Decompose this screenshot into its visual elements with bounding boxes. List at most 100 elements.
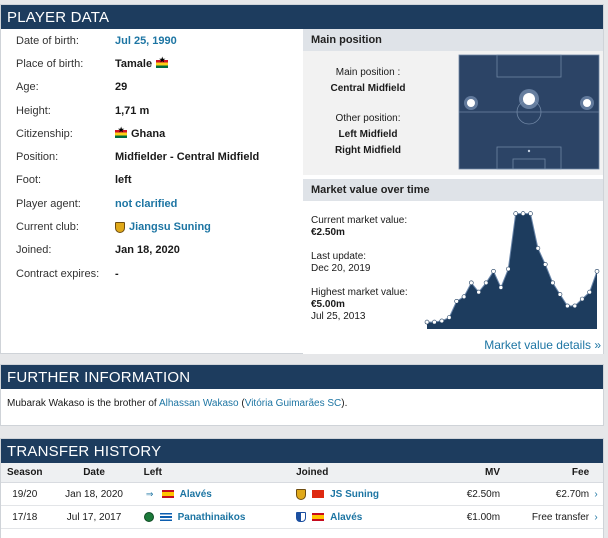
market-value-title: Market value over time (303, 179, 603, 201)
citizenship-value: Ghana (131, 127, 166, 140)
date-cell: Jan 18, 2020 (65, 488, 123, 500)
col-fee: Fee (571, 467, 590, 478)
spain-flag-icon (312, 513, 325, 521)
other-position-1: Left Midfield (338, 129, 398, 140)
position-value: Midfielder - Central Midfield (115, 151, 260, 164)
arrows-icon: ⇒ (145, 488, 154, 499)
chevron-right-icon[interactable]: › (594, 488, 598, 500)
main-position-dot (523, 93, 535, 105)
main-position-title: Main position (303, 29, 603, 51)
label: Player agent: (16, 197, 81, 210)
right-position-dot (583, 99, 591, 107)
joined-club-link[interactable]: Alavés (330, 511, 363, 523)
market-value-point[interactable] (520, 211, 526, 216)
left-club-link[interactable]: Panathinaikos (177, 511, 246, 523)
left-club-link[interactable]: Alavés (179, 488, 212, 500)
label: Joined: (16, 244, 52, 257)
main-position-value: Central Midfield (330, 83, 406, 94)
current-club-link[interactable]: Jiangsu Suning (129, 221, 211, 234)
market-value-point[interactable] (587, 289, 592, 295)
brother-club-link[interactable]: Vitória Guimarães SC (244, 398, 342, 409)
transfer-history-box: TRANSFER HISTORY Season Date Left Joined… (0, 438, 604, 538)
club-crest-icon (296, 488, 307, 500)
row-joined: Joined: Jan 18, 2020 (1, 239, 299, 262)
club-crest-icon (143, 512, 154, 522)
fee-cell: €2.70m (555, 488, 590, 500)
market-value-point[interactable] (579, 296, 585, 302)
row-date-of-birth: Date of birth: Jul 25, 1990 (1, 29, 299, 52)
market-value-point[interactable] (528, 211, 533, 216)
market-value-point[interactable] (498, 285, 504, 290)
other-position-2: Right Midfield (334, 145, 402, 156)
age-value: 29 (115, 81, 128, 94)
col-left: Left (143, 467, 162, 478)
market-value-point[interactable] (506, 266, 511, 272)
label: Place of birth: (16, 57, 84, 70)
market-value-point[interactable] (572, 303, 578, 309)
brother-link[interactable]: Alhassan Wakaso (158, 398, 239, 409)
ghana-flag-icon (115, 127, 127, 138)
table-row[interactable]: 17/18 Jul 17, 2017 Panathinaikos Alavés … (1, 506, 603, 529)
market-value-chart (424, 211, 600, 329)
spain-flag-icon (161, 490, 174, 498)
club-crest-icon (115, 221, 125, 233)
main-position-panel: Main position Main position : Central Mi… (303, 29, 603, 175)
label: Height: (16, 104, 51, 117)
player-data-table: Date of birth: Jul 25, 1990 Place of bir… (1, 29, 299, 285)
label: Contract expires: (16, 267, 100, 280)
market-value-point[interactable] (535, 245, 541, 251)
highest-mv-label: Highest market value: (311, 287, 408, 298)
player-data-box: PLAYER DATA Date of birth: Jul 25, 1990 … (0, 4, 604, 354)
row-foot: Foot: left (1, 169, 299, 192)
greece-flag-icon (159, 513, 172, 521)
mv-cell: €2.50m (466, 488, 501, 500)
col-season: Season (6, 467, 43, 478)
china-flag-icon (312, 490, 325, 498)
update-value: Dec 20, 2019 (311, 263, 371, 274)
market-value-point[interactable] (432, 319, 437, 325)
chevron-right-icon[interactable]: › (594, 511, 598, 523)
market-value-point[interactable] (491, 269, 496, 274)
club-crest-icon (296, 512, 307, 522)
other-position-label: Other position: (335, 113, 401, 124)
market-value-point[interactable] (543, 262, 548, 267)
market-value-point[interactable] (483, 280, 489, 286)
market-value-details-link[interactable]: Market value details » (484, 338, 601, 352)
market-value-point[interactable] (594, 269, 600, 274)
pitch-diagram (458, 54, 600, 170)
player-agent-link[interactable]: not clarified (115, 197, 178, 210)
update-label: Last update: (311, 251, 367, 262)
row-contract-expires: Contract expires: - (1, 262, 299, 285)
market-value-point[interactable] (550, 280, 555, 286)
label: Current club: (16, 221, 79, 234)
label: Foot: (16, 174, 42, 187)
market-value-point[interactable] (513, 211, 518, 216)
place-of-birth-value: Tamale (115, 57, 153, 70)
market-value-point[interactable] (446, 315, 452, 320)
left-position-dot (467, 99, 475, 107)
market-value-point[interactable] (424, 319, 430, 325)
market-value-point[interactable] (565, 303, 570, 309)
season-cell: 17/18 (12, 511, 38, 523)
row-current-club: Current club: Jiangsu Suning (1, 215, 299, 238)
main-position-label: Main position : (335, 67, 401, 78)
market-value-point[interactable] (476, 289, 482, 295)
highest-mv-value: €5.00m (311, 299, 345, 310)
market-value-point[interactable] (439, 318, 445, 324)
market-value-panel: Market value over time Current market va… (303, 179, 603, 354)
transfer-table-header: Season Date Left Joined MV Fee (1, 463, 603, 483)
table-row[interactable]: 19/20 Jan 18, 2020 ⇒ Alavés JS Suning €2… (1, 483, 603, 506)
joined-club-link[interactable]: JS Suning (330, 488, 379, 500)
market-value-point[interactable] (461, 294, 467, 299)
row-place-of-birth: Place of birth: Tamale (1, 52, 299, 75)
season-cell: 19/20 (12, 488, 38, 500)
date-cell: Jul 17, 2017 (66, 511, 122, 523)
market-value-point[interactable] (468, 280, 474, 286)
row-position: Position: Midfielder - Central Midfield (1, 145, 299, 168)
market-value-point[interactable] (454, 299, 459, 304)
label: Date of birth: (16, 34, 79, 47)
market-value-point[interactable] (557, 292, 563, 297)
label: Position: (16, 151, 59, 164)
col-joined: Joined (296, 467, 329, 478)
date-of-birth-link[interactable]: Jul 25, 1990 (115, 34, 177, 47)
